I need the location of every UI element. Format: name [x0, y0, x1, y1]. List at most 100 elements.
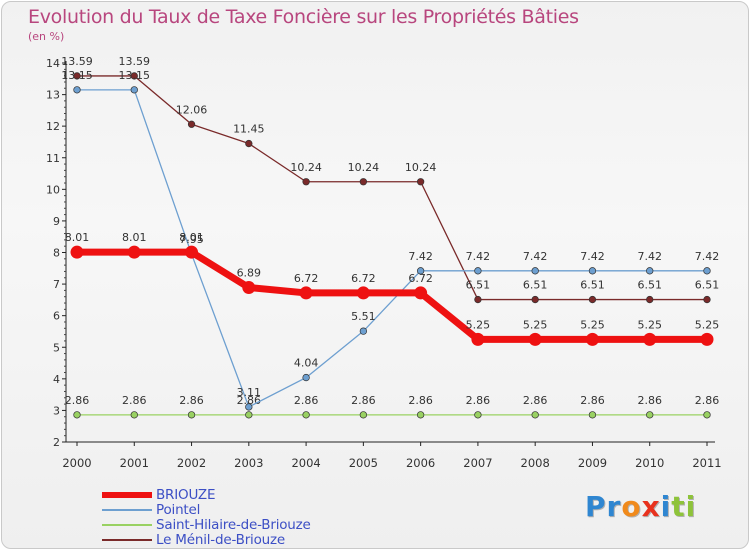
data-point-pointel [130, 86, 138, 94]
data-point-pointel [531, 267, 539, 275]
x-tick-label: 2007 [463, 456, 492, 470]
data-label-le-menil-de-briouze: 13.59 [119, 55, 151, 68]
data-label-le-menil-de-briouze: 12.06 [176, 103, 208, 116]
y-tick-label: 2 [53, 436, 60, 449]
y-tick-label: 5 [53, 341, 60, 354]
y-tick-label: 4 [53, 373, 60, 386]
data-point-briouze [585, 332, 599, 346]
data-label-briouze: 6.89 [237, 267, 262, 280]
x-tick-label: 2002 [177, 456, 206, 470]
legend-label: Le Ménil-de-Briouze [156, 531, 285, 548]
data-label-pointel: 3.11 [237, 386, 262, 399]
data-label-briouze: 5.25 [637, 318, 662, 331]
data-point-le-menil-de-briouze [73, 72, 81, 80]
data-point-briouze [70, 245, 84, 259]
data-point-le-menil-de-briouze [302, 178, 310, 186]
data-point-saint-hilaire-de-briouze [187, 411, 196, 419]
data-label-briouze: 6.72 [408, 272, 433, 285]
data-label-briouze: 6.72 [351, 272, 376, 285]
y-axis-unit: (en %) [28, 30, 65, 43]
data-label-briouze: 8.01 [65, 231, 90, 244]
series-line-briouze [77, 248, 707, 343]
y-tick-label: 13 [46, 89, 60, 102]
data-point-pointel [359, 327, 368, 335]
data-label-briouze: 6.72 [294, 272, 319, 285]
data-label-saint-hilaire-de-briouze: 2.86 [122, 394, 147, 407]
x-tick-label: 2008 [521, 456, 550, 470]
x-tick-label: 2009 [578, 456, 607, 470]
data-label-le-menil-de-briouze: 6.51 [580, 279, 605, 292]
legend: BRIOUZE Pointel Saint-Hilaire-de-Briouze… [102, 487, 311, 547]
series-line-pointel [77, 89, 707, 408]
data-label-saint-hilaire-de-briouze: 2.86 [695, 394, 720, 407]
data-label-saint-hilaire-de-briouze: 2.86 [351, 394, 376, 407]
x-tick-label: 2000 [62, 456, 91, 470]
data-label-saint-hilaire-de-briouze: 2.86 [65, 394, 90, 407]
data-point-pointel [646, 267, 654, 275]
logo-letter: o [621, 490, 642, 523]
data-label-briouze: 5.25 [580, 318, 605, 331]
data-point-pointel [588, 267, 597, 275]
data-label-pointel: 7.42 [580, 250, 605, 263]
data-label-briouze: 5.25 [523, 318, 548, 331]
data-point-le-menil-de-briouze [245, 139, 253, 148]
x-tick-label: 2011 [692, 456, 721, 470]
data-point-saint-hilaire-de-briouze [703, 411, 711, 419]
data-point-le-menil-de-briouze [474, 295, 482, 304]
data-point-briouze [299, 286, 313, 300]
data-label-saint-hilaire-de-briouze: 2.86 [408, 394, 433, 407]
data-label-le-menil-de-briouze: 13.59 [61, 55, 93, 68]
data-point-briouze [185, 245, 199, 259]
proxiti-logo: Proxiti [585, 490, 696, 523]
logo-letter: t [671, 490, 686, 523]
data-point-saint-hilaire-de-briouze [73, 411, 81, 419]
legend-item-saint-hilaire: Saint-Hilaire-de-Briouze [102, 517, 311, 532]
data-label-saint-hilaire-de-briouze: 2.86 [523, 394, 548, 407]
series-line-le-menil-de-briouze [77, 75, 707, 301]
data-point-pointel [416, 267, 425, 275]
legend-swatch [102, 538, 152, 541]
legend-item-briouze: BRIOUZE [102, 487, 311, 502]
data-label-saint-hilaire-de-briouze: 2.86 [580, 394, 605, 407]
legend-item-pointel: Pointel [102, 502, 311, 517]
chart-title: Evolution du Taux de Taxe Foncière sur l… [28, 6, 579, 28]
logo-letter: x [641, 490, 661, 523]
data-label-pointel: 5.51 [351, 310, 376, 323]
y-tick-label: 10 [46, 183, 60, 196]
data-label-briouze: 5.25 [466, 318, 491, 331]
logo-letter: i [660, 490, 672, 523]
y-tick-label: 8 [53, 247, 60, 260]
data-label-pointel: 7.42 [408, 250, 433, 263]
data-point-le-menil-de-briouze [359, 178, 368, 186]
logo-letter: r [606, 490, 622, 523]
data-point-pointel [474, 267, 482, 275]
data-point-saint-hilaire-de-briouze [416, 411, 425, 419]
y-tick-label: 12 [46, 120, 60, 133]
data-label-pointel: 4.04 [294, 357, 319, 370]
data-point-briouze [242, 281, 256, 295]
data-point-briouze [127, 245, 141, 259]
data-label-pointel: 7.42 [695, 250, 720, 263]
logo-letter: P [585, 490, 607, 523]
data-label-le-menil-de-briouze: 11.45 [233, 123, 265, 136]
data-point-le-menil-de-briouze [588, 295, 597, 304]
data-point-saint-hilaire-de-briouze [245, 411, 253, 419]
data-point-briouze [356, 286, 370, 300]
data-label-le-menil-de-briouze: 10.24 [348, 161, 380, 174]
data-label-le-menil-de-briouze: 10.24 [405, 161, 437, 174]
y-tick-label: 6 [53, 310, 60, 323]
data-label-le-menil-de-briouze: 6.51 [523, 279, 548, 292]
data-label-pointel: 13.15 [119, 69, 151, 82]
data-label-briouze: 8.01 [179, 231, 204, 244]
data-label-saint-hilaire-de-briouze: 2.86 [294, 394, 319, 407]
x-tick-label: 2005 [349, 456, 378, 470]
y-tick-label: 3 [53, 404, 60, 417]
data-point-pointel [302, 373, 310, 382]
data-point-briouze [528, 332, 542, 346]
data-label-pointel: 7.42 [466, 250, 491, 263]
data-point-le-menil-de-briouze [187, 120, 196, 128]
data-point-saint-hilaire-de-briouze [646, 411, 654, 419]
y-tick-label: 14 [46, 57, 60, 70]
